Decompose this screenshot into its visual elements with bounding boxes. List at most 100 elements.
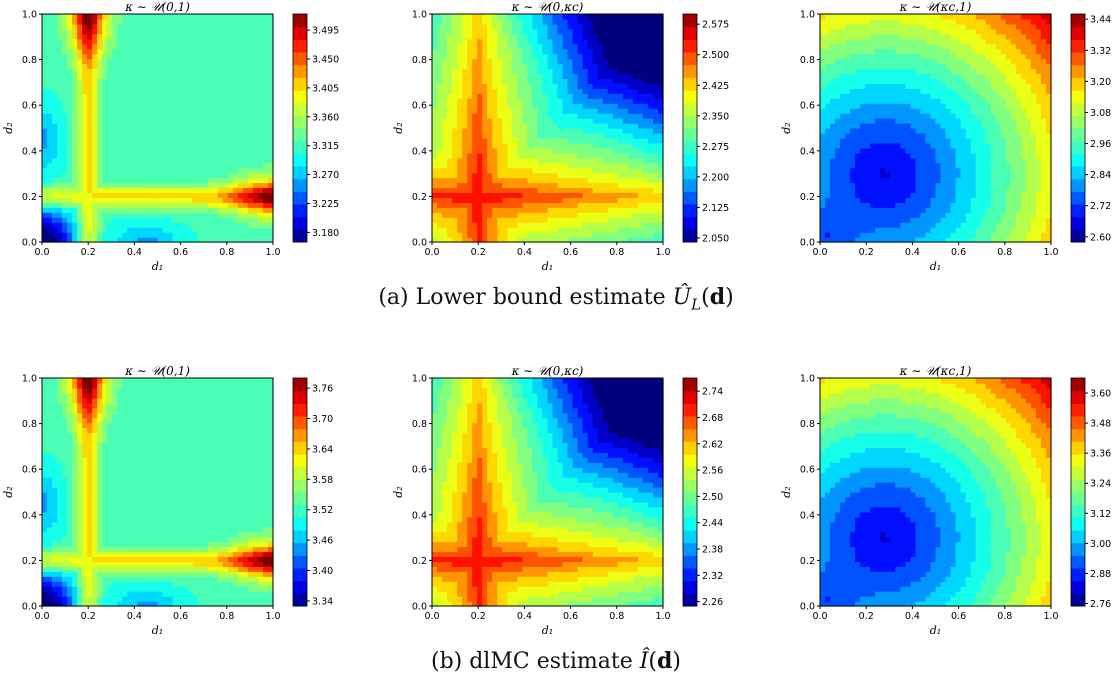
heatmap-cell (147, 59, 153, 65)
heatmap-cell (517, 173, 523, 179)
heatmap-cell (825, 69, 831, 75)
heatmap-cell (102, 83, 108, 89)
heatmap-cell (850, 64, 856, 70)
heatmap-cell (825, 143, 831, 149)
heatmap-cell (477, 78, 483, 84)
heatmap-cell (537, 187, 543, 193)
heatmap-cell (447, 108, 453, 114)
heatmap-cell (233, 83, 239, 89)
heatmap-cell (865, 59, 871, 65)
heatmap-cell (860, 217, 866, 223)
heatmap-cell (502, 69, 508, 75)
heatmap-cell (127, 118, 133, 124)
heatmap-cell (437, 93, 443, 99)
heatmap-cell (137, 54, 143, 60)
heatmap-cell (825, 113, 831, 119)
heatmap-cell (628, 108, 634, 114)
heatmap-cell (107, 19, 113, 25)
heatmap-cell (57, 192, 63, 198)
heatmap-cell (263, 143, 269, 149)
heatmap-cell (173, 88, 179, 94)
heatmap-cell (487, 69, 493, 75)
heatmap-cell (218, 168, 224, 174)
heatmap-cell (512, 103, 518, 109)
heatmap-cell (472, 128, 478, 134)
heatmap-cell (158, 133, 164, 139)
heatmap-cell (462, 69, 468, 75)
heatmap-cell (183, 178, 189, 184)
heatmap-cell (613, 133, 619, 139)
heatmap-cell (623, 24, 629, 30)
heatmap-cell (638, 163, 644, 169)
heatmap-cell (107, 73, 113, 79)
heatmap-cell (183, 69, 189, 75)
heatmap-cell (512, 212, 518, 218)
heatmap-cell (880, 197, 886, 203)
heatmap-cell (208, 212, 214, 218)
heatmap-cell (588, 108, 594, 114)
heatmap-cell (107, 14, 113, 20)
heatmap-cell (67, 34, 73, 40)
heatmap-cell (102, 138, 108, 144)
heatmap-cell (457, 113, 463, 119)
heatmap-cell (253, 227, 259, 233)
heatmap-cell (447, 19, 453, 25)
heatmap-cell (52, 123, 58, 129)
heatmap-cell (865, 138, 871, 144)
heatmap-cell (97, 54, 103, 60)
heatmap-cell (42, 73, 48, 79)
heatmap-cell (835, 138, 841, 144)
heatmap-cell (62, 59, 68, 65)
heatmap-cell (850, 93, 856, 99)
heatmap-cell (618, 118, 624, 124)
heatmap-cell (147, 148, 153, 154)
heatmap-cell (648, 73, 654, 79)
heatmap-cell (492, 163, 498, 169)
heatmap-cell (42, 232, 48, 238)
heatmap-cell (52, 19, 58, 25)
heatmap-cell (223, 19, 229, 25)
heatmap-cell (163, 14, 169, 20)
heatmap-cell (168, 98, 174, 104)
heatmap-cell (507, 133, 513, 139)
heatmap-cell (178, 148, 184, 154)
heatmap-cell (522, 64, 528, 70)
heatmap-cell (623, 98, 629, 104)
heatmap-cell (158, 34, 164, 40)
heatmap-cell (860, 14, 866, 20)
heatmap-cell (102, 192, 108, 198)
heatmap-cell (583, 88, 589, 94)
heatmap-cell (168, 217, 174, 223)
heatmap-cell (608, 217, 614, 223)
heatmap-cell (452, 88, 458, 94)
heatmap-cell (173, 202, 179, 208)
heatmap-cell (860, 168, 866, 174)
heatmap-cell (527, 187, 533, 193)
heatmap-cell (618, 39, 624, 45)
heatmap-cell (218, 173, 224, 179)
heatmap-cell (248, 128, 254, 134)
heatmap-cell (437, 49, 443, 55)
heatmap-cell (258, 183, 264, 189)
heatmap-cell (628, 173, 634, 179)
heatmap-cell (588, 138, 594, 144)
heatmap-cell (880, 227, 886, 233)
heatmap-cell (608, 202, 614, 208)
heatmap-cell (648, 44, 654, 50)
heatmap-cell (603, 44, 609, 50)
heatmap-cell (238, 158, 244, 164)
heatmap-cell (633, 158, 639, 164)
heatmap-cell (467, 59, 473, 65)
heatmap-cell (512, 183, 518, 189)
heatmap-cell (253, 187, 259, 193)
heatmap-cell (442, 44, 448, 50)
heatmap-cell (653, 178, 659, 184)
heatmap-cell (117, 232, 123, 238)
heatmap-cell (457, 108, 463, 114)
heatmap-cell (497, 34, 503, 40)
heatmap-cell (452, 69, 458, 75)
heatmap-cell (457, 197, 463, 203)
heatmap-cell (830, 133, 836, 139)
heatmap-cell (835, 123, 841, 129)
heatmap-cell (77, 187, 83, 193)
